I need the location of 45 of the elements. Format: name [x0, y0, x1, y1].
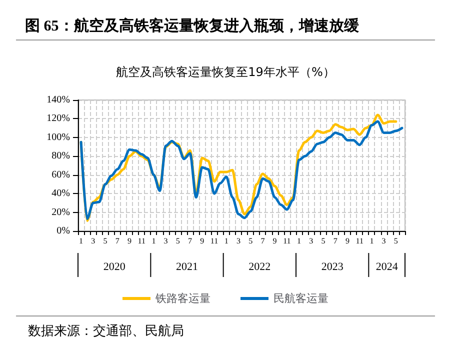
x-tick-label: 7 — [333, 236, 338, 246]
x-tick-label: 3 — [236, 236, 240, 246]
x-tick-label: 1 — [79, 236, 84, 246]
x-tick-label: 5 — [103, 236, 108, 246]
x-tick-label: 1 — [370, 236, 374, 246]
x-tick-label: 9 — [272, 236, 277, 246]
text: 2020 — [103, 261, 126, 273]
x-tick-label: 11 — [138, 236, 146, 246]
x-tick-label: 5 — [394, 236, 398, 246]
legend-label: 民航客运量 — [274, 292, 328, 305]
x-tick-label: 3 — [309, 236, 314, 246]
text: 2023 — [321, 261, 344, 273]
y-tick-label: 0% — [56, 226, 70, 236]
x-tick-label: 5 — [321, 236, 326, 246]
x-tick-label: 7 — [260, 236, 265, 246]
x-tick-label: 11 — [356, 236, 364, 246]
x-tick-label: 5 — [248, 236, 253, 246]
x-tick-label: 9 — [127, 236, 132, 246]
text: 2021 — [176, 261, 198, 273]
x-tick-label: 3 — [164, 236, 168, 246]
y-tick-label: 40% — [52, 188, 70, 200]
y-tick-label: 60% — [52, 169, 70, 180]
x-tick-label: 1 — [297, 236, 302, 246]
chart-title: 图 65：航空及高铁客运量恢复进入瓶颈，增速放缓 — [25, 16, 360, 34]
x-tick-label: 3 — [91, 236, 96, 246]
y-tick-label: 140% — [46, 94, 70, 106]
x-tick-label: 11 — [210, 236, 218, 246]
text: 2022 — [248, 261, 271, 273]
x-tick-label: 9 — [200, 236, 204, 246]
y-tick-label: 100% — [46, 132, 70, 143]
text: 2024 — [376, 261, 398, 273]
chart-subtitle: 航空及高铁客运量恢复至19年水平（%） — [116, 65, 335, 79]
x-tick-label: 1 — [224, 236, 228, 246]
y-tick-label: 20% — [52, 206, 70, 218]
x-tick-label: 9 — [345, 236, 350, 246]
y-tick-label: 80% — [52, 150, 70, 162]
x-tick-label: 7 — [188, 236, 192, 246]
x-tick-label: 1 — [152, 236, 156, 246]
x-tick-label: 5 — [176, 236, 180, 246]
x-tick-label: 3 — [382, 236, 386, 246]
legend-label: 铁路客运量 — [154, 292, 210, 305]
x-tick-label: 11 — [283, 236, 291, 246]
x-tick-label: 7 — [115, 236, 120, 246]
source-note: 数据来源：交通部、民航局 — [28, 323, 184, 338]
y-tick-label: 120% — [46, 113, 70, 124]
